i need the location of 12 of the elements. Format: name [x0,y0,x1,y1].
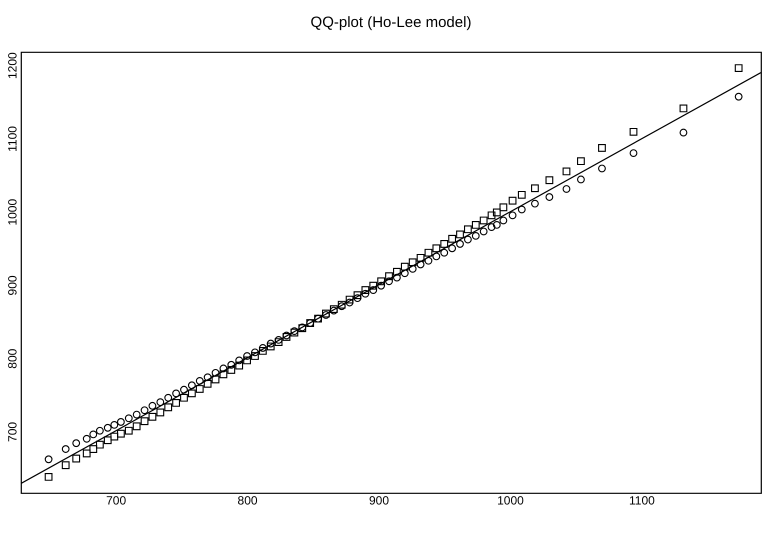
y-tick-label: 1100 [6,126,20,152]
chart-title: QQ-plot (Ho-Lee model) [310,14,472,31]
y-tick-label: 900 [6,275,20,296]
y-tick-label: 1200 [6,52,20,80]
x-tick-label: 700 [106,494,126,508]
x-tick-label: 900 [369,494,390,508]
y-tick-label: 700 [6,422,20,442]
x-tick-label: 1100 [628,494,656,508]
x-tick-label: 1000 [497,494,524,508]
y-tick-label: 800 [6,348,20,369]
x-tick-label: 800 [238,494,258,508]
y-tick-label: 1000 [6,198,20,226]
